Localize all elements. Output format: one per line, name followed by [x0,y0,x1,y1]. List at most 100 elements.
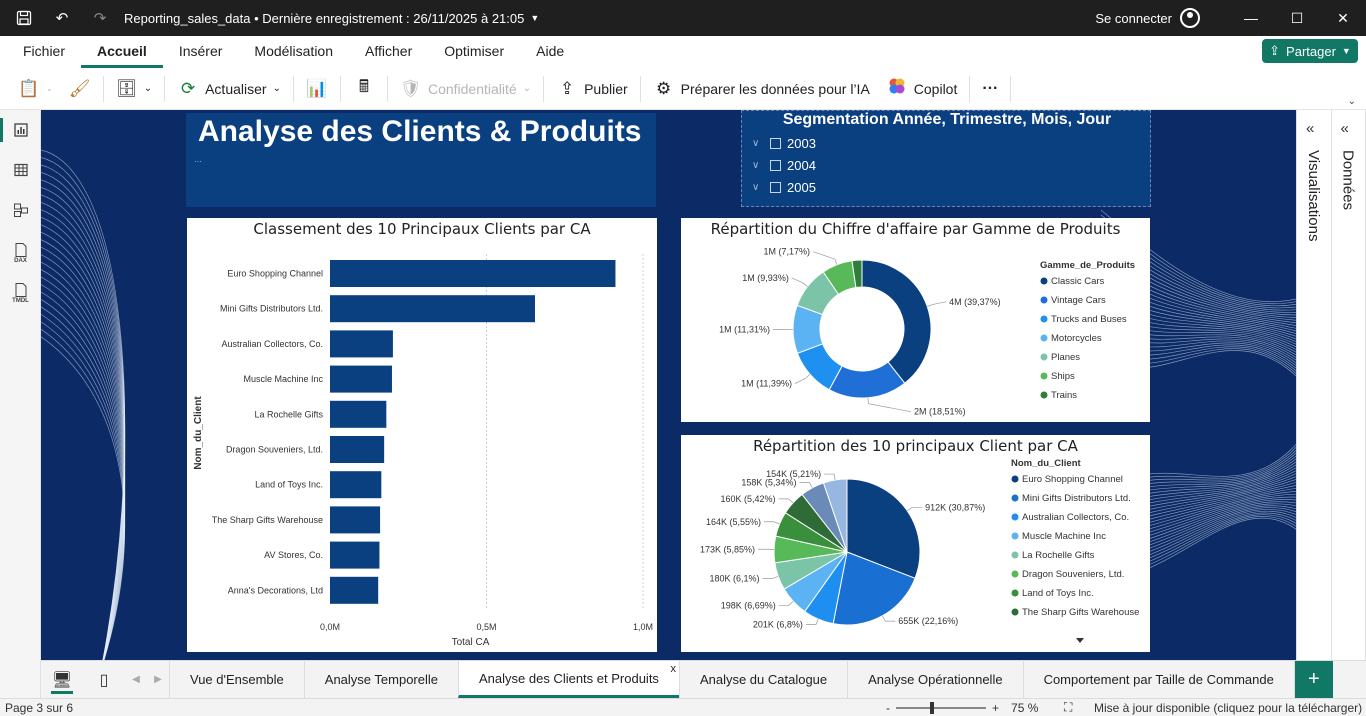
bar[interactable] [330,260,616,287]
bar[interactable] [330,436,385,463]
tab-analyse-clients-produits[interactable]: Analyse des Clients et Produits x [458,661,679,698]
menu-modelisation[interactable]: Modélisation [254,43,334,59]
legend-item[interactable]: Australian Collectors, Co. [1022,512,1129,523]
top-clients-pie-chart[interactable]: Répartition des 10 principaux Client par… [681,435,1150,652]
legend-item[interactable]: Vintage Cars [1051,295,1106,306]
tab-scroll-right-icon[interactable]: ▶ [154,674,162,685]
chevron-down-icon[interactable]: ∨ [752,182,760,193]
zoom-slider-thumb[interactable] [930,702,934,714]
legend-item[interactable]: Trains [1051,390,1077,401]
prepare-ai-button[interactable]: ⚙ Préparer les données pour l’IA [645,73,878,105]
date-slicer[interactable]: Segmentation Année, Trimestre, Mois, Jou… [741,110,1151,207]
tab-analyse-temporelle[interactable]: Analyse Temporelle [303,661,458,698]
visualisations-pane-label[interactable]: Visualisations [1305,150,1322,242]
fit-page-icon[interactable]: ⛶ [1064,700,1073,714]
tab-vue-ensemble[interactable]: Vue d'Ensemble [169,661,304,698]
visual-options-icon[interactable]: ⋯ [194,157,202,166]
menu-accueil[interactable]: Accueil [81,36,163,68]
publish-button[interactable]: ⇪ Publier [548,73,636,105]
bar[interactable] [330,400,387,428]
legend-item[interactable]: Euro Shopping Channel [1022,474,1123,485]
tab-scroll-left-icon[interactable]: ◀ [132,674,140,685]
visualisations-pane[interactable]: « Visualisations [1297,110,1332,660]
slicer-item-2005[interactable]: ∨ 2005 [752,180,816,195]
dax-query-view-icon[interactable]: DAX [0,230,41,270]
report-view-icon[interactable] [0,110,41,150]
menu-fichier[interactable]: Fichier [23,43,66,59]
avatar-icon[interactable] [1180,8,1200,28]
table-view-icon[interactable] [0,150,41,190]
bar[interactable] [330,576,379,604]
legend-item[interactable]: Land of Toys Inc. [1022,588,1094,599]
legend-item[interactable]: La Rochelle Gifts [1022,550,1095,561]
slicer-item-2003[interactable]: ∨ 2003 [752,136,816,151]
close-button[interactable]: ✕ [1337,9,1349,26]
minimize-button[interactable]: — [1244,10,1258,26]
menu-afficher[interactable]: Afficher [365,43,413,59]
legend-scroll-down-icon[interactable] [1076,638,1084,643]
legend-item[interactable]: Ships [1051,371,1075,382]
checkbox[interactable] [770,138,781,149]
legend-item[interactable]: Dragon Souveniers, Ltd. [1022,569,1124,580]
legend-item[interactable]: Muscle Machine Inc [1022,531,1106,542]
chevron-down-icon[interactable]: ∨ [752,160,760,171]
data-pane[interactable]: « Données [1332,110,1366,660]
menu-aide[interactable]: Aide [536,43,565,59]
paste-button[interactable]: 📋 ⌄ [10,73,61,105]
tab-analyse-operationnelle[interactable]: Analyse Opérationnelle [847,661,1023,698]
menu-optimiser[interactable]: Optimiser [444,43,505,59]
confidentiality-button[interactable]: 🛡 Confidentialité ⌄ [392,73,539,105]
pie-slice[interactable] [832,551,916,626]
donut-slice[interactable] [861,259,932,384]
tmdl-view-icon[interactable]: TMDL [0,270,41,310]
share-button[interactable]: ⇪ Partager ▼ [1262,39,1358,63]
desktop-layout-icon[interactable]: 🖥 [41,661,83,698]
more-options-button[interactable]: ··· [974,73,1006,105]
bar[interactable] [330,330,393,358]
data-pane-label[interactable]: Données [1339,150,1357,211]
data-source-button[interactable]: 🗄 ⌄ [108,73,160,105]
checkbox[interactable] [770,182,781,193]
bar[interactable] [330,471,382,499]
report-canvas[interactable]: Analyse des Clients & Produits ⋯ Segment… [41,110,1296,660]
zoom-in-button[interactable]: + [992,701,1000,715]
legend-item[interactable]: Planes [1051,352,1080,363]
expand-pane-icon[interactable]: « [1306,120,1315,137]
legend-item[interactable]: The Sharp Gifts Warehouse [1022,607,1139,618]
new-visual-button[interactable]: 📊 [298,73,336,105]
tab-comportement-taille-commande[interactable]: Comportement par Taille de Commande [1022,661,1295,698]
model-view-icon[interactable] [0,190,41,230]
redo-icon[interactable]: ↷ [93,10,107,27]
chevron-down-icon[interactable]: ∨ [752,138,760,149]
legend-item[interactable]: Classic Cars [1051,276,1105,287]
checkbox[interactable] [770,160,781,171]
bar[interactable] [330,295,536,323]
zoom-out-button[interactable]: - [886,701,890,715]
undo-icon[interactable]: ↶ [55,10,69,27]
update-available-link[interactable]: Mise à jour disponible (cliquez pour la … [1094,701,1363,715]
legend-item[interactable]: Motorcycles [1051,333,1102,344]
maximize-button[interactable]: ☐ [1290,9,1304,26]
mobile-layout-icon[interactable]: ▯ [99,671,109,689]
product-line-donut-chart[interactable]: Répartition du Chiffre d'affaire par Gam… [681,218,1150,422]
bar[interactable] [330,506,381,534]
close-icon[interactable]: x [670,663,676,675]
sign-in-link[interactable]: Se connecter [1095,10,1172,26]
format-painter-button[interactable]: 🖌 [61,73,99,105]
save-icon[interactable] [10,4,38,32]
legend-item[interactable]: Trucks and Buses [1051,314,1127,325]
tab-analyse-catalogue[interactable]: Analyse du Catalogue [678,661,848,698]
add-page-button[interactable]: + [1294,661,1333,698]
calculator-button[interactable]: 🖩 [345,73,383,105]
report-title-card[interactable]: Analyse des Clients & Produits ⋯ [186,113,656,207]
refresh-button[interactable]: ⟳ Actualiser ⌄ [169,73,289,105]
menu-inserer[interactable]: Insérer [178,43,223,59]
document-title[interactable]: Reporting_sales_data • Dernière enregist… [124,11,539,26]
copilot-button[interactable]: Copilot [878,73,966,105]
collapse-ribbon-icon[interactable]: ⌄ [1347,96,1356,107]
top-clients-bar-chart[interactable]: Classement des 10 Principaux Clients par… [187,218,657,652]
bar[interactable] [330,365,392,393]
expand-pane-icon[interactable]: « [1340,120,1349,137]
bar[interactable] [330,541,380,569]
legend-item[interactable]: Mini Gifts Distributors Ltd. [1022,493,1131,504]
